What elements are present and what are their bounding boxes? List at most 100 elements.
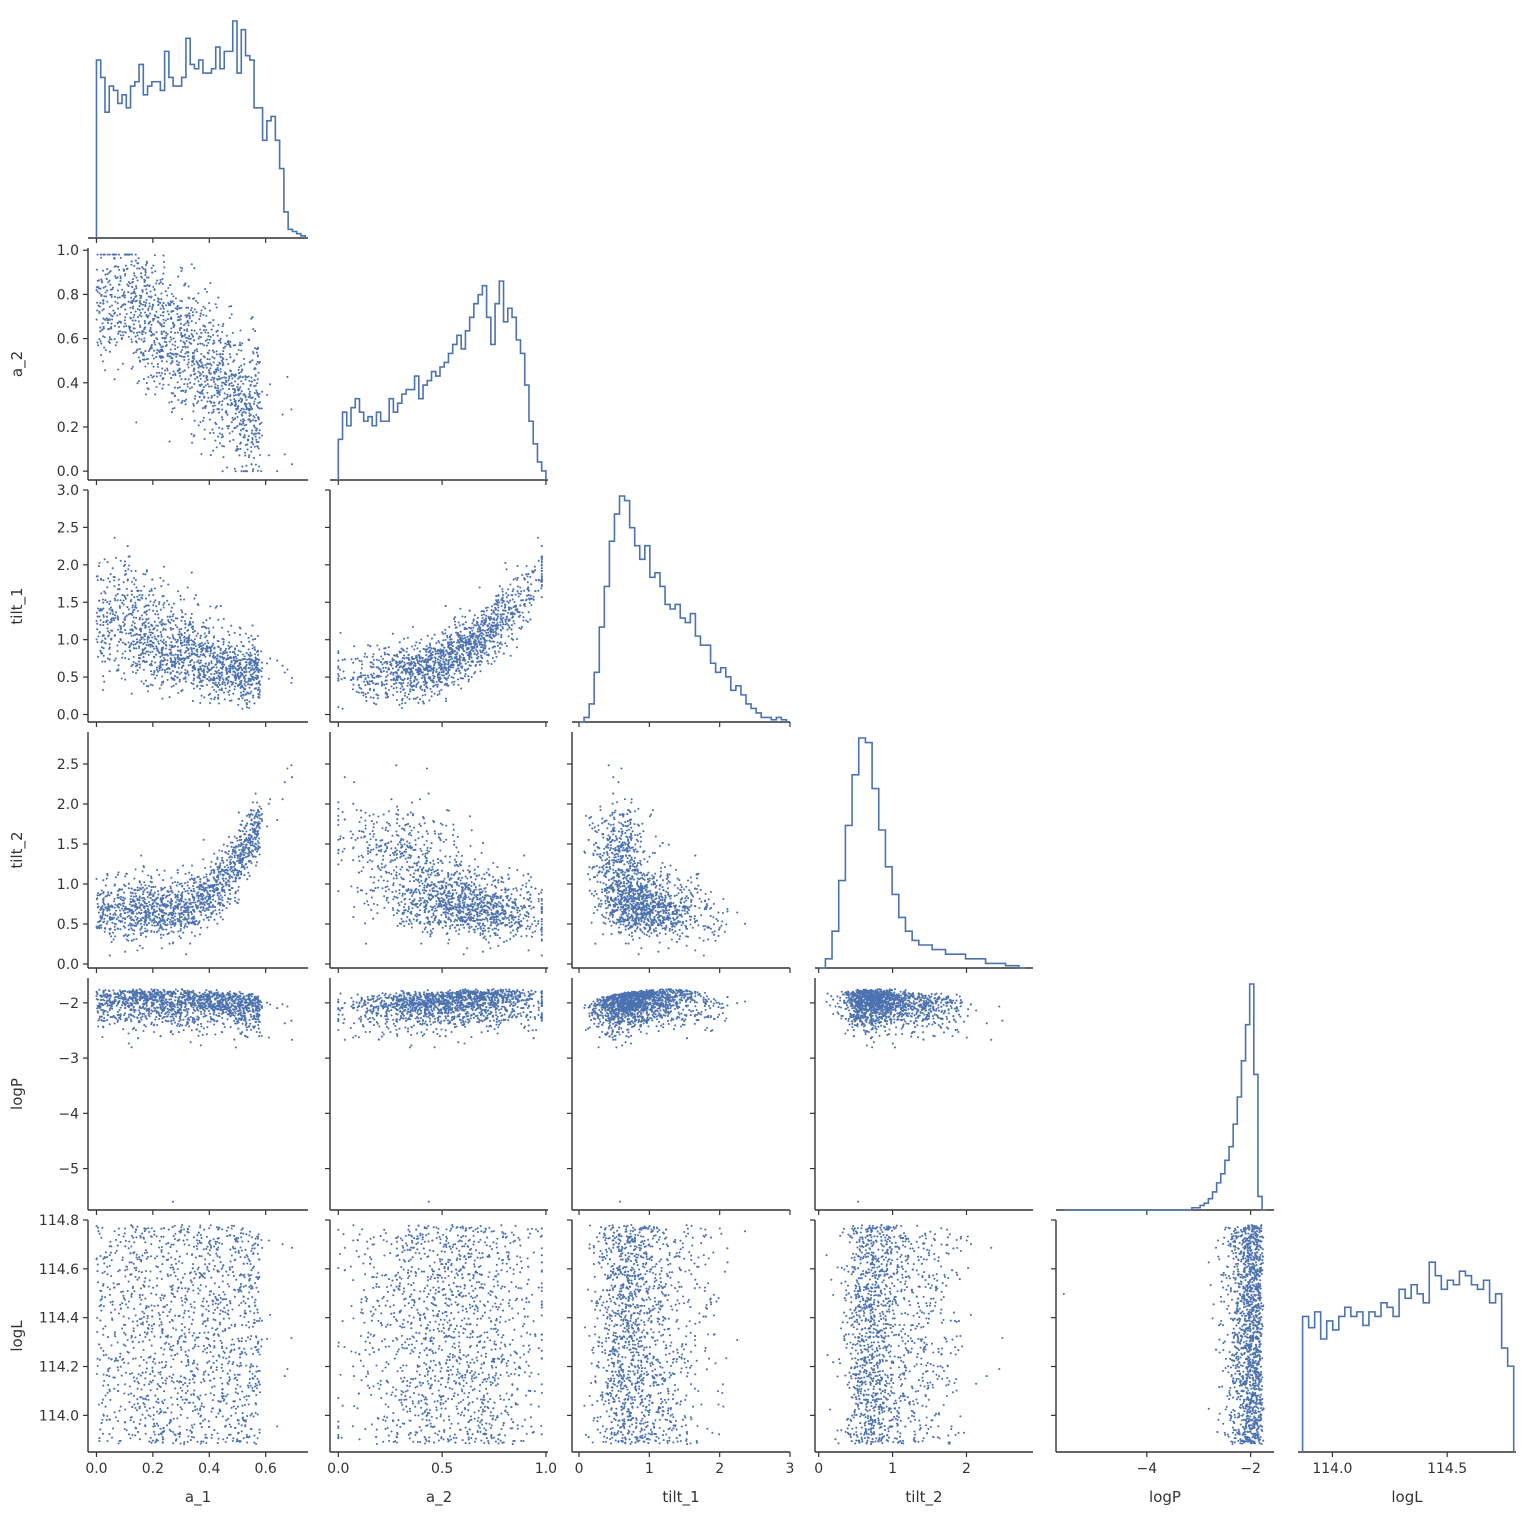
scatter-point xyxy=(196,390,198,392)
scatter-point xyxy=(176,306,178,308)
scatter-point xyxy=(257,470,259,472)
scatter-point xyxy=(135,260,137,262)
scatter-point xyxy=(131,260,133,262)
scatter-point xyxy=(205,384,207,386)
scatter-point xyxy=(152,318,154,320)
scatter-point xyxy=(173,407,175,409)
scatter-point xyxy=(239,342,241,344)
scatter-point xyxy=(206,363,208,365)
scatter-point xyxy=(186,314,188,316)
scatter-point xyxy=(181,418,183,420)
scatter-point xyxy=(196,402,198,404)
scatter-point xyxy=(176,360,178,362)
scatter-point xyxy=(144,320,146,322)
scatter-point xyxy=(255,374,257,376)
scatter-point xyxy=(174,394,176,396)
scatter-point xyxy=(232,439,234,441)
scatter-point xyxy=(99,330,101,332)
scatter-point xyxy=(144,365,146,367)
scatter-point xyxy=(256,405,258,407)
scatter-point xyxy=(216,408,218,410)
scatter-point xyxy=(135,310,137,312)
scatter-point xyxy=(142,330,144,332)
scatter-point xyxy=(226,425,228,427)
scatter-point xyxy=(224,371,226,373)
scatter-point xyxy=(104,286,106,288)
scatter-point xyxy=(99,302,101,304)
scatter-point xyxy=(201,391,203,393)
scatter-point xyxy=(136,268,138,270)
scatter-point xyxy=(200,362,202,364)
scatter-point xyxy=(217,330,219,332)
scatter-point xyxy=(177,399,179,401)
scatter-point xyxy=(215,303,217,305)
scatter-point xyxy=(180,351,182,353)
scatter-point xyxy=(152,305,154,307)
scatter-point xyxy=(123,293,125,295)
scatter-point xyxy=(161,337,163,339)
scatter-point xyxy=(112,310,114,312)
scatter-point xyxy=(124,309,126,311)
scatter-point xyxy=(257,417,259,419)
scatter-point xyxy=(211,429,213,431)
scatter-point xyxy=(228,305,230,307)
scatter-point xyxy=(193,367,195,369)
scatter-point xyxy=(247,338,249,340)
scatter-point xyxy=(122,331,124,333)
scatter-point xyxy=(195,311,197,313)
scatter-point xyxy=(117,297,119,299)
scatter-point xyxy=(196,376,198,378)
scatter-point xyxy=(250,420,252,422)
scatter-point xyxy=(184,356,186,358)
scatter-point xyxy=(104,291,106,293)
scatter-point xyxy=(139,309,141,311)
scatter-point xyxy=(187,346,189,348)
scatter-point xyxy=(165,341,167,343)
scatter-point xyxy=(108,341,110,343)
scatter-point xyxy=(157,304,159,306)
scatter-point xyxy=(150,346,152,348)
scatter-point xyxy=(220,368,222,370)
scatter-point xyxy=(218,376,220,378)
scatter-point xyxy=(128,336,130,338)
scatter-point xyxy=(178,364,180,366)
scatter-point xyxy=(193,405,195,407)
scatter-point xyxy=(200,373,202,375)
scatter-point xyxy=(208,349,210,351)
scatter-point xyxy=(181,336,183,338)
scatter-point xyxy=(204,307,206,309)
scatter-point xyxy=(174,373,176,375)
scatter-point xyxy=(227,427,229,429)
scatter-point xyxy=(261,391,263,393)
scatter-point xyxy=(138,356,140,358)
scatter-point xyxy=(233,344,235,346)
scatter-point xyxy=(191,307,193,309)
scatter-point xyxy=(229,432,231,434)
scatter-point xyxy=(146,292,148,294)
scatter-point xyxy=(112,287,114,289)
scatter-point xyxy=(251,381,253,383)
scatter-point xyxy=(140,272,142,274)
scatter-point xyxy=(199,391,201,393)
scatter-point xyxy=(247,438,249,440)
scatter-point xyxy=(110,323,112,325)
scatter-point xyxy=(199,421,201,423)
scatter-point xyxy=(241,342,243,344)
scatter-point xyxy=(197,343,199,345)
scatter-point xyxy=(210,454,212,456)
scatter-point xyxy=(159,349,161,351)
scatter-point xyxy=(162,346,164,348)
scatter-point xyxy=(208,302,210,304)
scatter-point xyxy=(139,297,141,299)
scatter-point xyxy=(251,432,253,434)
scatter-point xyxy=(114,378,116,380)
scatter-point xyxy=(207,332,209,334)
scatter-point xyxy=(194,350,196,352)
scatter-point xyxy=(142,352,144,354)
scatter-point xyxy=(185,403,187,405)
scatter-point xyxy=(224,392,226,394)
scatter-point xyxy=(155,311,157,313)
scatter-point xyxy=(184,353,186,355)
scatter-point xyxy=(146,382,148,384)
